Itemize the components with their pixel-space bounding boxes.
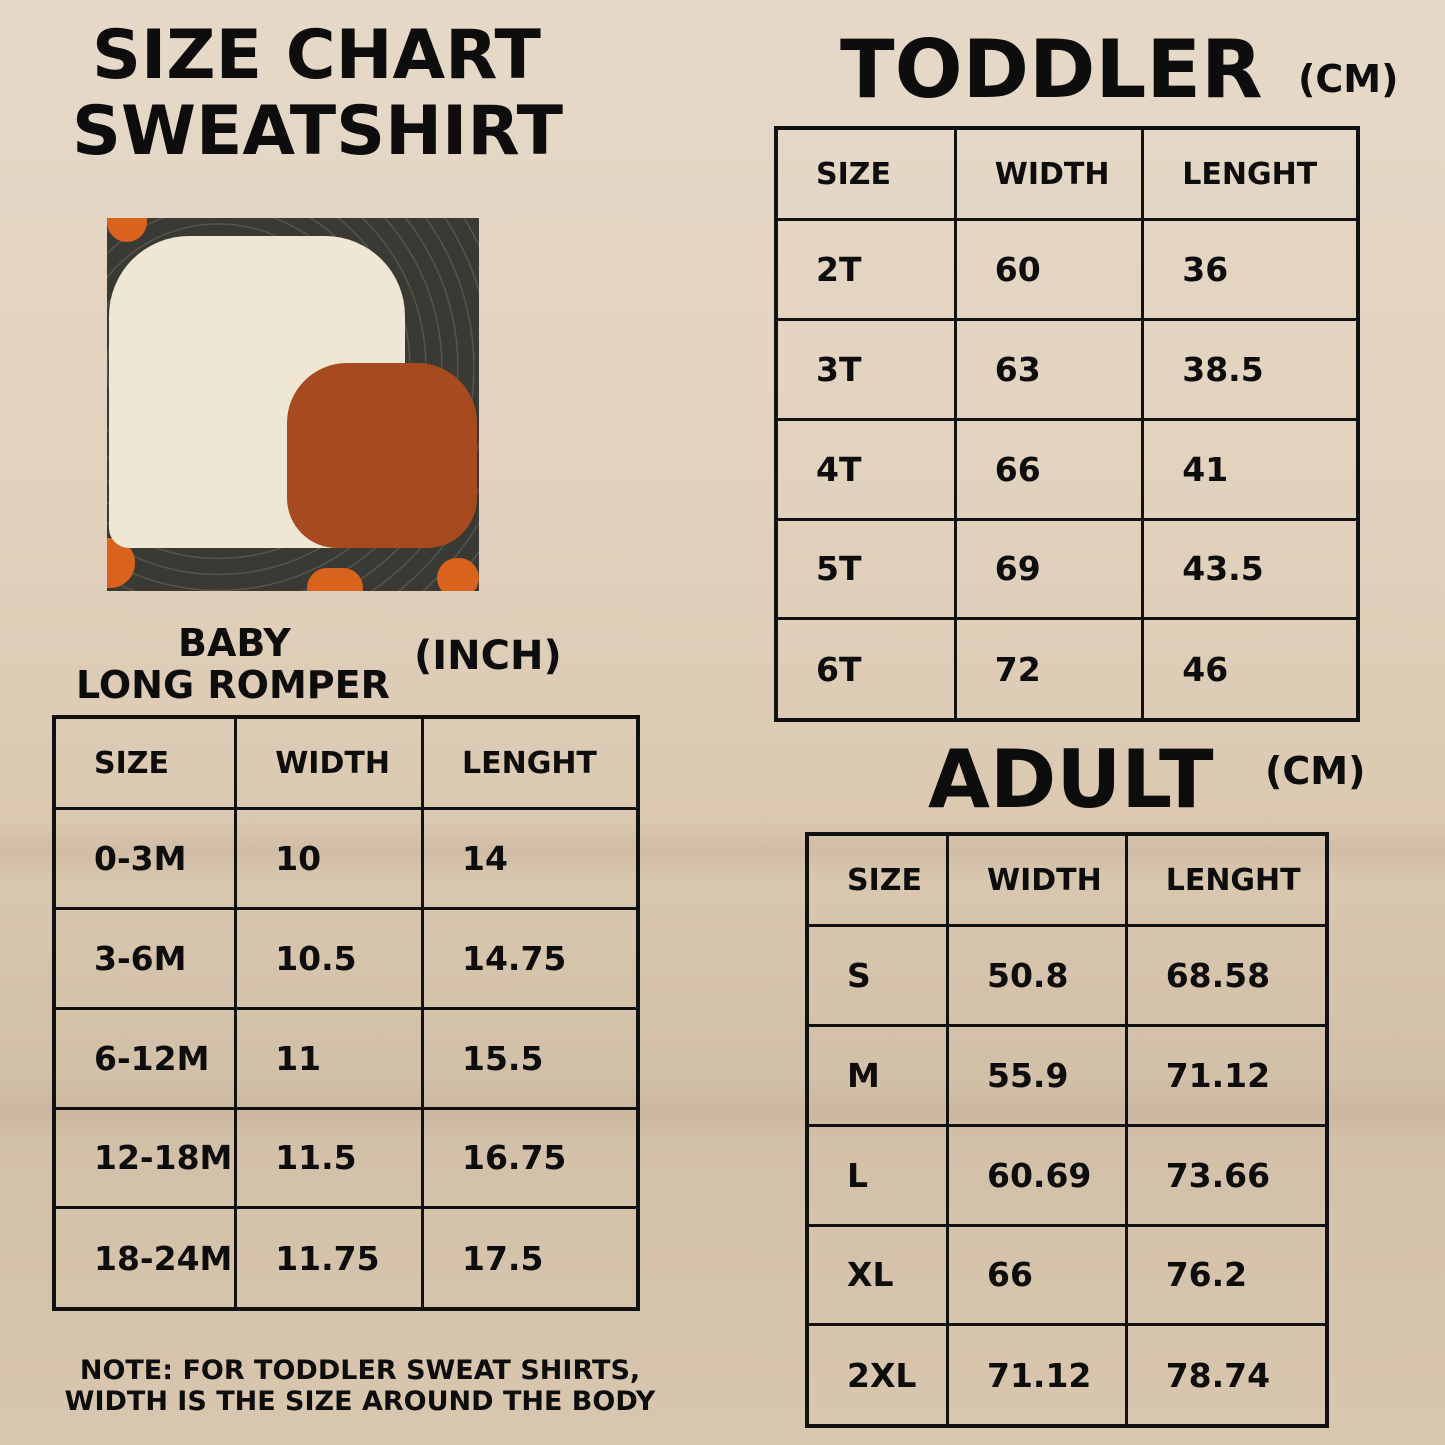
width-cell: 71.12	[945, 1323, 1128, 1428]
column-header-lenght: LENGHT	[420, 715, 640, 811]
length-cell: 15.5	[420, 1006, 640, 1110]
table-row: 3T 63 38.5	[774, 317, 1360, 421]
length-cell: 38.5	[1141, 317, 1360, 421]
table-row: 0-3M 10 14	[52, 807, 640, 910]
length-cell: 71.12	[1124, 1023, 1329, 1127]
length-cell: 46	[1141, 617, 1360, 722]
column-header-size: SIZE	[805, 832, 949, 928]
length-cell: 43.5	[1141, 517, 1360, 621]
table-row: 18-24M 11.75 17.5	[52, 1206, 640, 1311]
table-row: M 55.9 71.12	[805, 1023, 1329, 1127]
length-cell: 16.75	[420, 1106, 640, 1210]
size-cell: M	[805, 1023, 949, 1127]
pumpkin-icon	[107, 218, 147, 242]
table-row: 12-18M 11.5 16.75	[52, 1106, 640, 1210]
width-cell: 66	[953, 417, 1145, 521]
adult-size-table: SIZE WIDTH LENGHT S 50.8 68.58 M 55.9 71.12 L 60.6…	[805, 832, 1329, 1428]
width-cell: 69	[953, 517, 1145, 621]
width-cell: 60	[953, 218, 1145, 321]
table-row: 2XL 71.12 78.74	[805, 1323, 1329, 1428]
note: NOTE: FOR TODDLER SWEAT SHIRTS, WIDTH IS…	[0, 1355, 720, 1417]
size-cell: XL	[805, 1223, 949, 1327]
baby-title-line1: BABY	[178, 621, 291, 665]
note-line2: WIDTH IS THE SIZE AROUND THE BODY	[64, 1386, 656, 1417]
width-cell: 11.75	[234, 1206, 424, 1311]
size-cell: 6-12M	[52, 1006, 238, 1110]
size-cell: 2T	[774, 218, 957, 321]
table-row: 4T 66 41	[774, 417, 1360, 521]
table-row: 5T 69 43.5	[774, 517, 1360, 621]
toddler-title: TODDLER	[840, 23, 1263, 116]
length-cell: 73.66	[1124, 1123, 1329, 1227]
pumpkin-icon	[307, 568, 363, 591]
size-cell: 2XL	[805, 1323, 949, 1428]
baby-romper-image	[287, 363, 477, 548]
table-row: 6T 72 46	[774, 617, 1360, 722]
width-cell: 50.8	[945, 924, 1128, 1027]
length-cell: 78.74	[1124, 1323, 1329, 1428]
size-cell: 6T	[774, 617, 957, 722]
column-header-size: SIZE	[774, 126, 957, 222]
size-cell: 18-24M	[52, 1206, 238, 1311]
table-row: S 50.8 68.58	[805, 924, 1329, 1027]
width-cell: 11.5	[234, 1106, 424, 1210]
product-photo	[107, 218, 479, 591]
column-header-lenght: LENGHT	[1124, 832, 1329, 928]
table-header-row: SIZE WIDTH LENGHT	[52, 715, 640, 811]
column-header-width: WIDTH	[945, 832, 1128, 928]
column-header-lenght: LENGHT	[1141, 126, 1360, 222]
column-header-width: WIDTH	[234, 715, 424, 811]
width-cell: 72	[953, 617, 1145, 722]
note-line1: NOTE: FOR TODDLER SWEAT SHIRTS,	[79, 1355, 641, 1386]
table-header-row: SIZE WIDTH LENGHT	[805, 832, 1329, 928]
length-cell: 36	[1141, 218, 1360, 321]
width-cell: 63	[953, 317, 1145, 421]
table-row: 3-6M 10.5 14.75	[52, 906, 640, 1010]
baby-size-table: SIZE WIDTH LENGHT 0-3M 10 14 3-6M 10.5 14.75 6-12…	[52, 715, 640, 1311]
size-cell: 5T	[774, 517, 957, 621]
width-cell: 10	[234, 807, 424, 910]
size-cell: 0-3M	[52, 807, 238, 910]
toddler-unit: (CM)	[1298, 57, 1399, 101]
adult-title: ADULT	[928, 733, 1214, 826]
length-cell: 17.5	[420, 1206, 640, 1311]
length-cell: 76.2	[1124, 1223, 1329, 1327]
size-cell: 3-6M	[52, 906, 238, 1010]
width-cell: 11	[234, 1006, 424, 1110]
length-cell: 14	[420, 807, 640, 910]
width-cell: 60.69	[945, 1123, 1128, 1227]
size-cell: S	[805, 924, 949, 1027]
length-cell: 41	[1141, 417, 1360, 521]
pumpkin-icon	[437, 558, 479, 591]
table-header-row: SIZE WIDTH LENGHT	[774, 126, 1360, 222]
baby-title-line2: LONG ROMPER	[76, 663, 390, 707]
baby-unit: (INCH)	[414, 633, 562, 679]
column-header-size: SIZE	[52, 715, 238, 811]
width-cell: 66	[945, 1223, 1128, 1327]
adult-unit: (CM)	[1265, 749, 1366, 793]
size-cell: 12-18M	[52, 1106, 238, 1210]
width-cell: 10.5	[234, 906, 424, 1010]
size-cell: 4T	[774, 417, 957, 521]
chart-title-line2: SWEATSHIRT	[72, 92, 564, 171]
toddler-size-table: SIZE WIDTH LENGHT 2T 60 36 3T 63 38.5 4T 66 41 5T 69 4…	[774, 126, 1360, 722]
column-header-width: WIDTH	[953, 126, 1145, 222]
size-cell: 3T	[774, 317, 957, 421]
chart-title-line1: SIZE CHART	[92, 16, 541, 95]
size-cell: L	[805, 1123, 949, 1227]
table-row: 2T 60 36	[774, 218, 1360, 321]
table-row: XL 66 76.2	[805, 1223, 1329, 1327]
length-cell: 14.75	[420, 906, 640, 1010]
table-row: L 60.69 73.66	[805, 1123, 1329, 1227]
width-cell: 55.9	[945, 1023, 1128, 1127]
length-cell: 68.58	[1124, 924, 1329, 1027]
table-row: 6-12M 11 15.5	[52, 1006, 640, 1110]
